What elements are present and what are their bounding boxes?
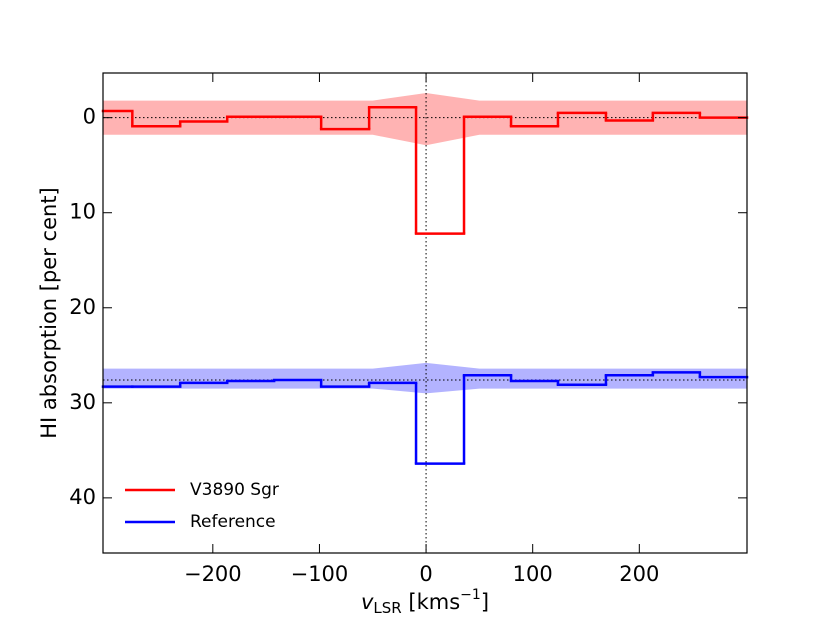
x-tick-label: −100 [291,562,349,586]
x-tick-label: 200 [619,562,659,586]
y-tick-label: 30 [69,390,96,414]
x-label-part: [kms [402,590,460,614]
x-tick-label: −200 [184,562,242,586]
y-tick-label: 20 [69,295,96,319]
y-axis-label: HI absorption [per cent] [37,187,61,438]
plot-frame [102,72,748,554]
x-axis-label: vLSR [kms−1] [361,587,489,617]
x-tick-label: 0 [419,562,432,586]
y-tick-label: 40 [69,485,96,509]
x-label-part: −1 [460,587,481,603]
x-tick-label: 100 [513,562,553,586]
uncertainty-band [103,362,747,394]
legend-label: Reference [190,512,276,532]
x-label-part: v [361,590,374,614]
x-label-part: ] [481,590,489,614]
legend-label: V3890 Sgr [190,480,279,500]
y-tick-label: 0 [83,105,96,129]
uncertainty-band [103,92,747,146]
x-label-part: LSR [373,599,401,617]
y-tick-label: 10 [69,200,96,224]
